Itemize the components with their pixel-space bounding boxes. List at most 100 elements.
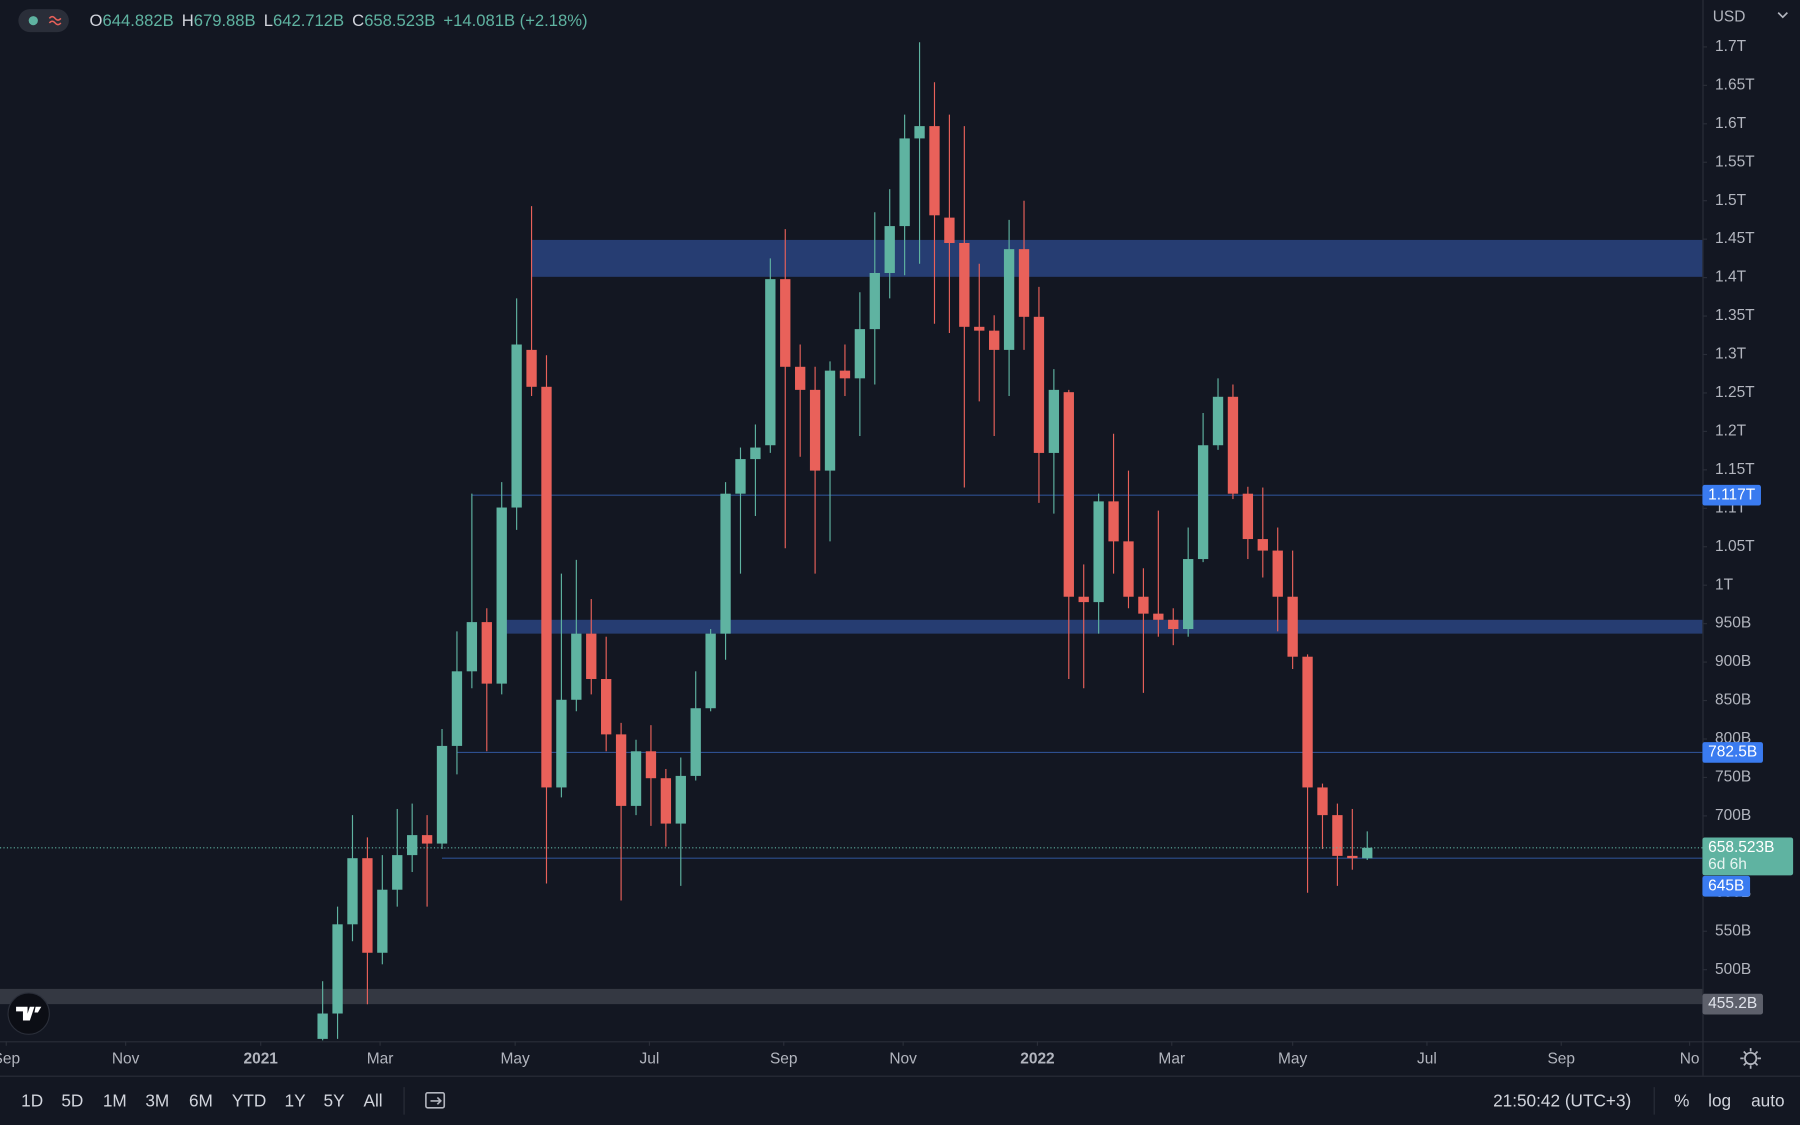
y-tick-label: 850B <box>1715 692 1751 709</box>
range-button[interactable]: 1M <box>103 1091 127 1111</box>
candle-body <box>645 751 657 779</box>
candle-body <box>989 330 1000 350</box>
settings-icon[interactable] <box>1740 1048 1761 1069</box>
candle-body <box>824 370 836 471</box>
y-tick-label: 1T <box>1715 576 1734 593</box>
range-button[interactable]: 6M <box>189 1091 213 1111</box>
zone <box>531 239 1703 277</box>
price-label: 782.5B <box>1708 744 1757 761</box>
date-range-icon[interactable] <box>425 1092 446 1109</box>
scale-option[interactable]: log <box>1708 1091 1731 1111</box>
last-price-label: 658.523B <box>1708 839 1774 856</box>
scale-option[interactable]: auto <box>1751 1091 1784 1111</box>
candle-body <box>1332 815 1343 856</box>
x-tick-label: Nov <box>889 1051 917 1068</box>
candle-body <box>675 775 686 824</box>
range-button[interactable]: YTD <box>232 1091 266 1111</box>
y-tick-label: 1.4T <box>1715 269 1747 286</box>
candle-body <box>1138 596 1149 614</box>
price-axis: 500B550B600B650B700B750B800B850B900B950B… <box>1702 38 1794 1015</box>
calendar-arrow <box>430 1096 442 1105</box>
candle-body <box>466 622 478 672</box>
candle-body <box>929 126 940 216</box>
y-tick-label: 1.7T <box>1715 38 1747 55</box>
candle-body <box>496 507 507 684</box>
candle-body <box>451 671 463 746</box>
candle-body <box>526 349 537 387</box>
candle-body <box>377 889 388 953</box>
candle-body <box>1033 316 1045 453</box>
candle-body <box>795 366 806 390</box>
gear-teeth <box>1740 1048 1761 1069</box>
candle-body <box>1108 501 1119 542</box>
legend-value: 644.882B <box>102 11 173 30</box>
candle-body <box>317 1013 328 1039</box>
x-tick-label: 2021 <box>243 1051 278 1068</box>
legend-change: +14.081B (+2.18%) <box>443 11 587 30</box>
candle-body <box>854 329 866 379</box>
x-tick-label: May <box>1278 1051 1308 1068</box>
candle-body <box>1212 396 1224 446</box>
candle-body <box>362 858 373 953</box>
legend-key: C <box>352 11 364 30</box>
candle-body <box>332 924 343 1014</box>
x-tick-label: Mar <box>1158 1051 1185 1068</box>
candle-body <box>511 344 522 508</box>
range-button[interactable]: 1D <box>21 1091 43 1111</box>
x-tick-label: No <box>1680 1051 1700 1068</box>
y-tick-label: 700B <box>1715 807 1751 824</box>
candle-body <box>1153 613 1164 620</box>
candle-body <box>735 459 746 494</box>
range-button[interactable]: 1Y <box>285 1091 307 1111</box>
currency-caret[interactable] <box>1777 12 1788 19</box>
currency[interactable]: USD <box>1713 8 1746 25</box>
candle-body <box>1317 787 1328 816</box>
x-tick-label: Sep <box>1547 1051 1575 1068</box>
range-button[interactable]: 5Y <box>324 1091 346 1111</box>
candle-body <box>899 138 910 227</box>
candle-body <box>630 751 642 806</box>
candle-body <box>839 370 851 379</box>
candle-body <box>660 778 672 824</box>
candle-body <box>1347 855 1358 859</box>
candle-body <box>884 226 895 273</box>
candle-body <box>1302 656 1313 788</box>
y-tick-label: 900B <box>1715 653 1751 670</box>
x-tick-label: Jul <box>1417 1051 1437 1068</box>
price-label-box <box>1702 484 1761 506</box>
candle-body <box>1242 493 1254 540</box>
candle-body <box>586 633 597 680</box>
candle-body <box>914 126 925 139</box>
candle-body <box>407 835 418 856</box>
candle-body <box>1093 501 1104 603</box>
candle-body <box>944 217 955 243</box>
ohlc-legend: O644.882B H679.88B L642.712B C658.523B +14.0… <box>90 11 588 30</box>
candle-body <box>1018 249 1030 317</box>
scale-option[interactable]: % <box>1674 1091 1689 1111</box>
candle-body <box>690 708 701 776</box>
price-label-box <box>1702 742 1763 763</box>
candle-body <box>959 242 970 327</box>
y-tick-label: 1.2T <box>1715 422 1747 439</box>
candle-body <box>392 855 403 890</box>
countdown-label: 6d 6h <box>1708 856 1747 873</box>
clock[interactable]: 21:50:42 (UTC+3) <box>1493 1091 1631 1111</box>
range-button[interactable]: 3M <box>145 1091 169 1111</box>
calendar-frame <box>425 1092 446 1109</box>
x-tick-label: Jul <box>640 1051 660 1068</box>
last-price-box <box>1702 837 1794 876</box>
x-tick-label: 2022 <box>1020 1051 1054 1068</box>
candle-body <box>556 699 567 788</box>
range-button[interactable]: 5D <box>61 1091 83 1111</box>
candle-body <box>1272 550 1283 597</box>
toggle-pill[interactable] <box>18 9 69 33</box>
range-button[interactable]: All <box>364 1091 383 1111</box>
y-tick-label: 1.55T <box>1715 153 1755 170</box>
candle-body <box>1078 596 1089 603</box>
price-label: 645B <box>1708 877 1744 894</box>
y-tick-label: 750B <box>1715 769 1751 786</box>
y-tick-label: 1.25T <box>1715 384 1755 401</box>
candle-body <box>780 279 791 367</box>
